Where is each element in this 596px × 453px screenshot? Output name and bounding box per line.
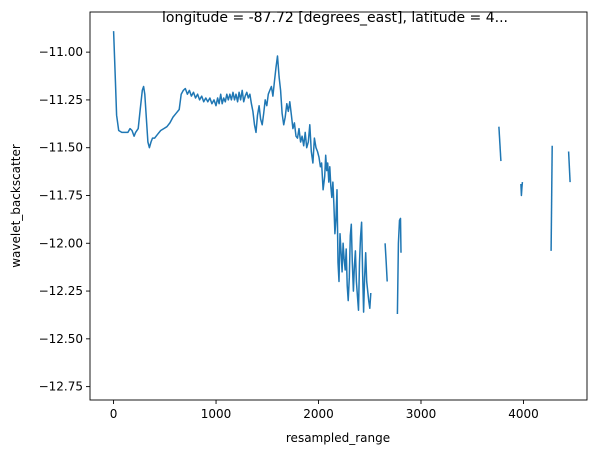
x-tick-label: 2000 <box>303 407 334 421</box>
x-axis-label: resampled_range <box>286 431 390 445</box>
x-tick-label: 3000 <box>406 407 437 421</box>
plot-area-frame <box>89 11 588 401</box>
x-axis-ticks: 0 1000 2000 3000 4000 <box>110 400 539 421</box>
x-tick-label: 1000 <box>201 407 232 421</box>
y-tick-label: −11.00 <box>39 45 83 59</box>
series-line-segment <box>384 243 388 282</box>
chart-title: longitude = -87.72 [degrees_east], latit… <box>162 10 508 26</box>
series-line-segment <box>396 217 402 315</box>
series-line-segment <box>550 145 553 251</box>
series-line-segment <box>112 31 372 313</box>
y-tick-label: −12.75 <box>39 380 83 394</box>
y-tick-label: −11.50 <box>39 141 83 155</box>
series-line-group <box>112 31 571 315</box>
y-axis-ticks: −11.00 −11.25 −11.50 −11.75 −12.00 −12.25 −12.… <box>39 45 90 394</box>
y-tick-label: −12.00 <box>39 236 83 250</box>
series-line-segment <box>498 126 502 162</box>
x-tick-label: 0 <box>110 407 118 421</box>
series-line-segment <box>567 151 571 183</box>
y-tick-label: −12.50 <box>39 332 83 346</box>
series-line-segment <box>520 182 524 197</box>
y-tick-label: −11.25 <box>39 93 83 107</box>
y-axis-label: wavelet_backscatter <box>9 144 23 268</box>
x-tick-label: 4000 <box>508 407 539 421</box>
y-tick-label: −11.75 <box>39 188 83 202</box>
y-tick-label: −12.25 <box>39 284 83 298</box>
